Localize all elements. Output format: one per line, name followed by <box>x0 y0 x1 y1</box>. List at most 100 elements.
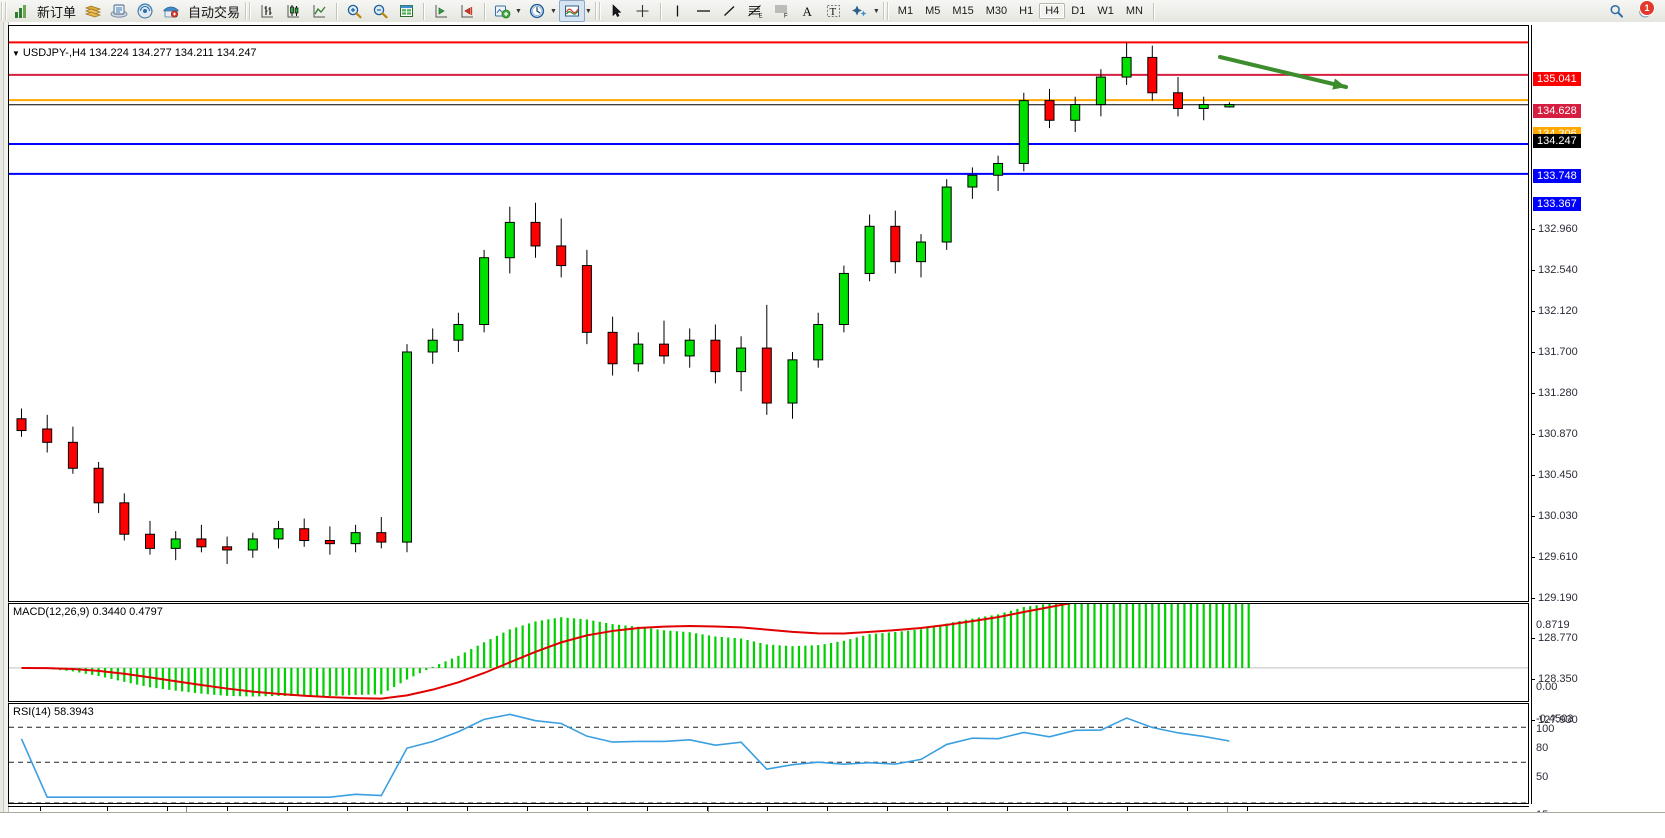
price-pane[interactable] <box>8 25 1529 602</box>
zoom-out-icon[interactable] <box>367 0 393 22</box>
crosshair-icon[interactable] <box>630 0 656 22</box>
rsi-line <box>20 713 1230 798</box>
time-tick <box>1187 807 1188 811</box>
downtrend-arrow-head[interactable] <box>1332 78 1346 90</box>
timeframe-h4[interactable]: H4 <box>1039 3 1066 19</box>
add-indicator-icon[interactable] <box>489 0 515 22</box>
time-tick <box>707 807 708 811</box>
price-scale-axis <box>1531 25 1532 804</box>
profile-icon[interactable] <box>106 0 132 22</box>
new-order-icon[interactable] <box>10 0 33 22</box>
price-tick-label: 129.610 <box>1538 551 1578 563</box>
toolbar-grip-4[interactable] <box>882 2 890 20</box>
chevron-down-icon-templates[interactable]: ▼ <box>584 7 592 15</box>
timeframe-m15[interactable]: M15 <box>952 5 974 17</box>
price-level-tag-support-lower[interactable]: 133.367 <box>1533 197 1581 211</box>
fibonacci-icon[interactable]: E <box>743 0 769 22</box>
timeframe-h1[interactable]: H1 <box>1019 5 1034 17</box>
chart-left-rail-line <box>3 22 4 837</box>
candle-body <box>993 162 1004 176</box>
timeframe-m1[interactable]: M1 <box>897 5 914 17</box>
candle-body <box>890 225 901 263</box>
time-tick <box>647 807 648 811</box>
toolbar-separator-4 <box>659 2 661 20</box>
price-tick-label: 128.770 <box>1538 632 1578 644</box>
price-tick-label: 131.280 <box>1538 387 1578 399</box>
templates-icon[interactable] <box>558 0 585 22</box>
toolbar-grip-2[interactable] <box>245 2 253 20</box>
candle-body <box>93 467 104 504</box>
price-tick <box>1531 720 1535 721</box>
candle-body <box>659 343 669 357</box>
time-tick <box>467 807 468 811</box>
timeframe-m30[interactable]: M30 <box>985 5 1008 17</box>
shift-start-icon[interactable] <box>428 0 454 22</box>
chevron-down-icon-period[interactable]: ▼ <box>549 7 557 15</box>
chevron-down-icon-indicator[interactable]: ▼ <box>515 7 522 15</box>
folder-icon[interactable] <box>80 0 106 22</box>
time-tick <box>947 807 948 811</box>
time-tick <box>1247 807 1248 811</box>
price-level-tag-support-upper[interactable]: 133.748 <box>1533 169 1581 183</box>
svg-text:E: E <box>759 14 763 20</box>
data-window-icon[interactable] <box>393 0 419 22</box>
price-level-tag-resistance-upper[interactable]: 135.041 <box>1533 72 1581 86</box>
trendline-icon[interactable] <box>717 0 743 22</box>
candle-body <box>196 538 207 548</box>
price-level-tag-resistance-lower[interactable]: 134.628 <box>1533 104 1581 118</box>
timeframe-mn[interactable]: MN <box>1125 5 1143 17</box>
timeframe-w1[interactable]: W1 <box>1097 5 1114 17</box>
time-tick <box>1127 807 1128 811</box>
time-tick <box>1007 807 1008 811</box>
toolbar-separator-1 <box>336 2 338 20</box>
candle-body <box>42 428 53 443</box>
time-tick <box>767 807 768 811</box>
candle-body <box>710 339 721 373</box>
equidistant-icon[interactable]: F <box>769 0 795 22</box>
time-tick <box>167 807 168 811</box>
candle-body <box>813 323 824 361</box>
price-tick-label: 132.120 <box>1538 305 1578 317</box>
bar-chart-icon[interactable] <box>254 0 280 22</box>
price-tick <box>1531 598 1535 599</box>
price-tick-label: 130.030 <box>1538 510 1578 522</box>
alerts-icon[interactable]: 1 <box>1633 0 1659 22</box>
rsi-tick-label: 50 <box>1536 771 1549 783</box>
zoom-in-icon[interactable] <box>341 0 367 22</box>
price-tick <box>1531 638 1535 639</box>
toolbar-grip[interactable] <box>1 2 8 20</box>
price-scale[interactable]: 132.960 132.540 132.120 131.700 131.280 130.8… <box>1531 25 1665 821</box>
signals-icon[interactable] <box>132 0 158 22</box>
vline-icon[interactable] <box>665 0 691 22</box>
toolbar-grip-3[interactable] <box>594 2 602 20</box>
time-tick <box>287 807 288 811</box>
chart-menu-caret-icon[interactable]: ▼ <box>12 48 20 58</box>
macd-pane[interactable]: MACD(12,26,9) 0.3440 0.4797 <box>8 584 1529 702</box>
timeframe-d1[interactable]: D1 <box>1071 5 1086 17</box>
rsi-pane[interactable]: RSI(14) 58.3943 <box>8 703 1529 804</box>
price-tick-label: 130.870 <box>1538 428 1578 440</box>
autotrading-label[interactable]: 自动交易 <box>188 4 241 20</box>
time-tick <box>347 807 348 811</box>
candle-body <box>967 174 978 188</box>
time-tick <box>40 807 41 811</box>
label-icon[interactable]: T <box>821 0 847 22</box>
chart-workspace: ▼ USDJPY-,H4 134.224 134.277 134.211 134.… <box>0 22 1665 837</box>
timeframe-m5[interactable]: M5 <box>925 5 941 17</box>
hline-icon[interactable] <box>691 0 717 22</box>
objects-icon[interactable] <box>847 0 873 22</box>
candle-body <box>67 441 78 469</box>
text-icon[interactable]: A <box>795 0 821 22</box>
price-level-tag-current-price[interactable]: 134.247 <box>1533 134 1581 148</box>
cursor-icon[interactable] <box>604 0 630 22</box>
new-order-label[interactable]: 新订单 <box>37 4 77 20</box>
market-icon[interactable] <box>158 0 184 22</box>
line-chart-icon[interactable] <box>306 0 332 22</box>
price-tick-label: 129.190 <box>1538 592 1578 604</box>
downtrend-arrow-shaft[interactable] <box>1218 55 1348 89</box>
search-icon[interactable] <box>1603 0 1629 22</box>
shift-end-icon[interactable] <box>454 0 480 22</box>
candlestick-icon[interactable] <box>280 0 306 22</box>
period-icon[interactable] <box>524 0 550 22</box>
chevron-down-icon-objects[interactable]: ▼ <box>872 7 880 15</box>
